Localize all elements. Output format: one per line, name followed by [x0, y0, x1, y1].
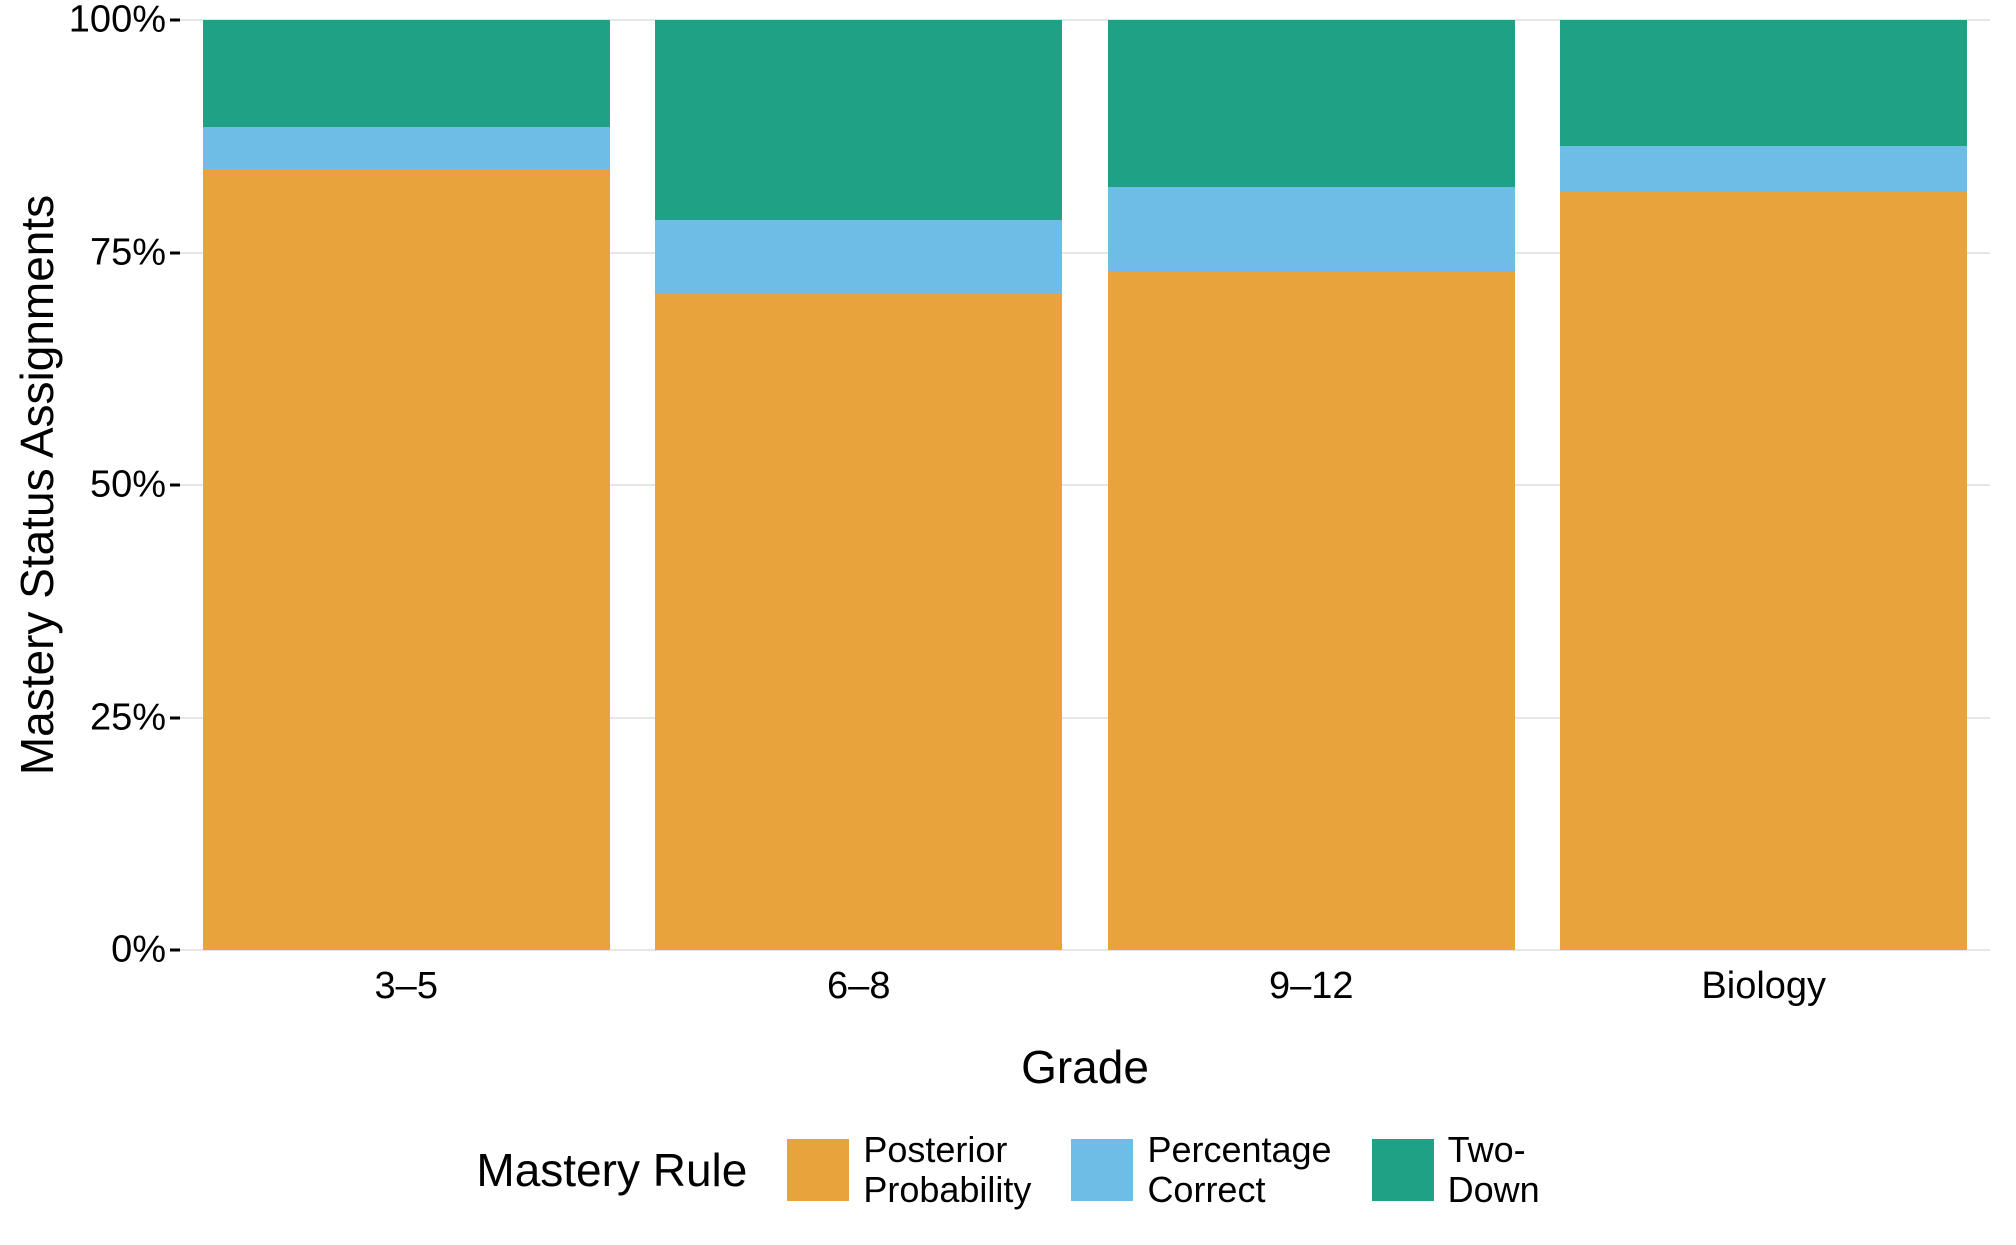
- y-tick-label: 100%: [16, 0, 166, 42]
- legend-item-percentage: PercentageCorrect: [1071, 1130, 1331, 1209]
- x-tick-label: 6–8: [827, 965, 890, 1008]
- bar-segment-posterior: [1560, 192, 1967, 950]
- bar-segment-twodown: [655, 20, 1062, 220]
- legend-label: Two-Down: [1448, 1130, 1540, 1209]
- bar-segment-percentage: [1108, 187, 1515, 271]
- legend-label: PercentageCorrect: [1147, 1130, 1331, 1209]
- bar-segment-posterior: [203, 169, 610, 950]
- x-tick-label: 3–5: [375, 965, 438, 1008]
- legend-item-posterior: PosteriorProbability: [787, 1130, 1031, 1209]
- x-tick-label: 9–12: [1269, 965, 1354, 1008]
- y-tick-mark: [170, 19, 180, 22]
- x-axis-label: Grade: [180, 1040, 1990, 1094]
- bar-group: [1108, 20, 1515, 950]
- bar-group: [1560, 20, 1967, 950]
- y-tick-mark: [170, 716, 180, 719]
- bar-segment-percentage: [655, 220, 1062, 294]
- legend-swatch: [1071, 1139, 1133, 1201]
- bar-group: [203, 20, 610, 950]
- y-tick-mark: [170, 484, 180, 487]
- legend-swatch: [1372, 1139, 1434, 1201]
- y-tick-label: 50%: [16, 464, 166, 507]
- bar-segment-posterior: [1108, 271, 1515, 950]
- y-tick-label: 0%: [16, 929, 166, 972]
- legend-items: PosteriorProbability PercentageCorrect Two…: [787, 1130, 1539, 1209]
- chart-container: Mastery Status Assignments Grade Mastery…: [0, 0, 2016, 1245]
- y-tick-label: 25%: [16, 696, 166, 739]
- bar-segment-twodown: [203, 20, 610, 127]
- y-tick-mark: [170, 251, 180, 254]
- x-tick-label: Biology: [1701, 965, 1826, 1008]
- legend-label: PosteriorProbability: [863, 1130, 1031, 1209]
- legend-swatch: [787, 1139, 849, 1201]
- legend: Mastery Rule PosteriorProbability Percent…: [0, 1130, 2016, 1209]
- bar-segment-percentage: [1560, 146, 1967, 193]
- plot-area: [180, 20, 1990, 950]
- bar-segment-twodown: [1560, 20, 1967, 146]
- bar-segment-posterior: [655, 294, 1062, 950]
- legend-title: Mastery Rule: [476, 1143, 747, 1197]
- bar-segment-percentage: [203, 127, 610, 169]
- y-tick-mark: [170, 949, 180, 952]
- bar-group: [655, 20, 1062, 950]
- y-tick-label: 75%: [16, 231, 166, 274]
- legend-item-twodown: Two-Down: [1372, 1130, 1540, 1209]
- bar-segment-twodown: [1108, 20, 1515, 187]
